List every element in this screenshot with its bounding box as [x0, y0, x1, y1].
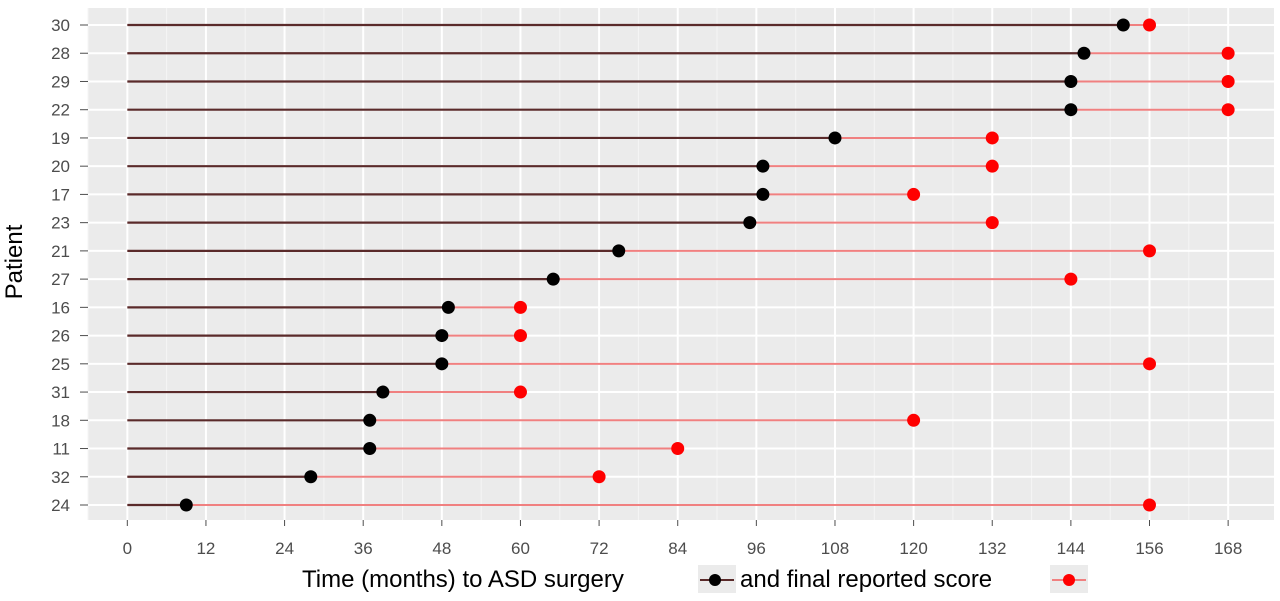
y-tick-label: 30: [51, 16, 70, 35]
point-final-score: [1143, 244, 1157, 258]
point-final-score: [1064, 272, 1078, 286]
point-final-score: [513, 329, 527, 343]
point-surgery: [363, 442, 377, 456]
y-tick-label: 29: [51, 72, 70, 91]
y-tick-label: 17: [51, 185, 70, 204]
point-final-score: [513, 385, 527, 399]
point-surgery: [435, 329, 449, 343]
point-surgery: [756, 159, 770, 173]
point-surgery: [1077, 46, 1091, 60]
y-tick-label: 25: [51, 355, 70, 374]
point-surgery: [1064, 74, 1078, 88]
plot-panel: [88, 8, 1274, 520]
x-tick-label: 96: [747, 539, 766, 558]
y-tick-label: 23: [51, 214, 70, 233]
point-surgery: [441, 300, 455, 314]
y-tick-label: 27: [51, 270, 70, 289]
y-axis-title: Patient: [1, 224, 28, 299]
x-tick-label: 36: [354, 539, 373, 558]
point-surgery: [1064, 103, 1078, 117]
y-tick-label: 21: [51, 242, 70, 261]
x-axis-title-part-2: and final reported score: [740, 566, 992, 593]
point-final-score: [1221, 46, 1235, 60]
point-final-score: [671, 442, 685, 456]
x-tick-label: 0: [123, 539, 132, 558]
point-surgery: [179, 498, 193, 512]
point-final-score: [1143, 357, 1157, 371]
point-final-score: [1221, 74, 1235, 88]
y-tick-label: 19: [51, 129, 70, 148]
x-tick-label: 168: [1214, 539, 1242, 558]
x-tick-label: 132: [978, 539, 1006, 558]
x-axis-title: Time (months) to ASD surgery and final r…: [302, 565, 1088, 593]
y-tick-label: 22: [51, 101, 70, 120]
point-final-score: [907, 187, 921, 201]
y-tick-label: 20: [51, 157, 70, 176]
x-axis-title-part-1: Time (months) to ASD surgery: [302, 566, 624, 593]
point-final-score: [513, 300, 527, 314]
x-tick-label: 60: [511, 539, 530, 558]
x-tick-label: 48: [432, 539, 451, 558]
y-axis-ticks: 30 28 29 22 19 20 17 23 21 27 16 26 25 31 18 11 32 24: [51, 16, 88, 515]
segments: [127, 23, 1229, 507]
point-surgery: [546, 272, 560, 286]
y-tick-label: 11: [52, 440, 70, 459]
x-axis-ticks: 0 12 24 36 48 60 72 84 96 108 120 132 144 156 168: [123, 520, 1242, 558]
y-tick-label: 28: [51, 44, 70, 63]
legend-key-final-point: [1063, 574, 1075, 586]
x-tick-label: 120: [899, 539, 927, 558]
points: [179, 18, 1235, 512]
x-tick-label: 108: [821, 539, 849, 558]
y-tick-label: 32: [51, 468, 70, 487]
y-tick-label: 26: [51, 327, 70, 346]
y-tick-label: 18: [51, 411, 70, 430]
x-tick-label: 72: [590, 539, 609, 558]
grid-minor: [87, 8, 1190, 520]
x-tick-label: 24: [275, 539, 294, 558]
point-surgery: [304, 470, 318, 484]
point-surgery: [828, 131, 842, 145]
point-surgery: [435, 357, 449, 371]
point-surgery: [743, 216, 757, 230]
legend-key-surgery-point: [709, 574, 721, 586]
y-tick-label: 16: [51, 298, 70, 317]
x-tick-label: 84: [668, 539, 687, 558]
point-final-score: [1143, 18, 1157, 32]
point-surgery: [756, 187, 770, 201]
point-surgery: [1116, 18, 1130, 32]
point-surgery: [612, 244, 626, 258]
x-tick-label: 12: [196, 539, 215, 558]
point-final-score: [1221, 103, 1235, 117]
x-tick-label: 156: [1135, 539, 1163, 558]
point-final-score: [1143, 498, 1157, 512]
x-tick-label: 144: [1057, 539, 1085, 558]
point-final-score: [985, 131, 999, 145]
point-final-score: [907, 413, 921, 427]
y-tick-label: 31: [51, 383, 70, 402]
point-final-score: [985, 216, 999, 230]
point-final-score: [592, 470, 606, 484]
point-final-score: [985, 159, 999, 173]
point-surgery: [376, 385, 390, 399]
point-surgery: [363, 413, 377, 427]
y-tick-label: 24: [51, 496, 70, 515]
